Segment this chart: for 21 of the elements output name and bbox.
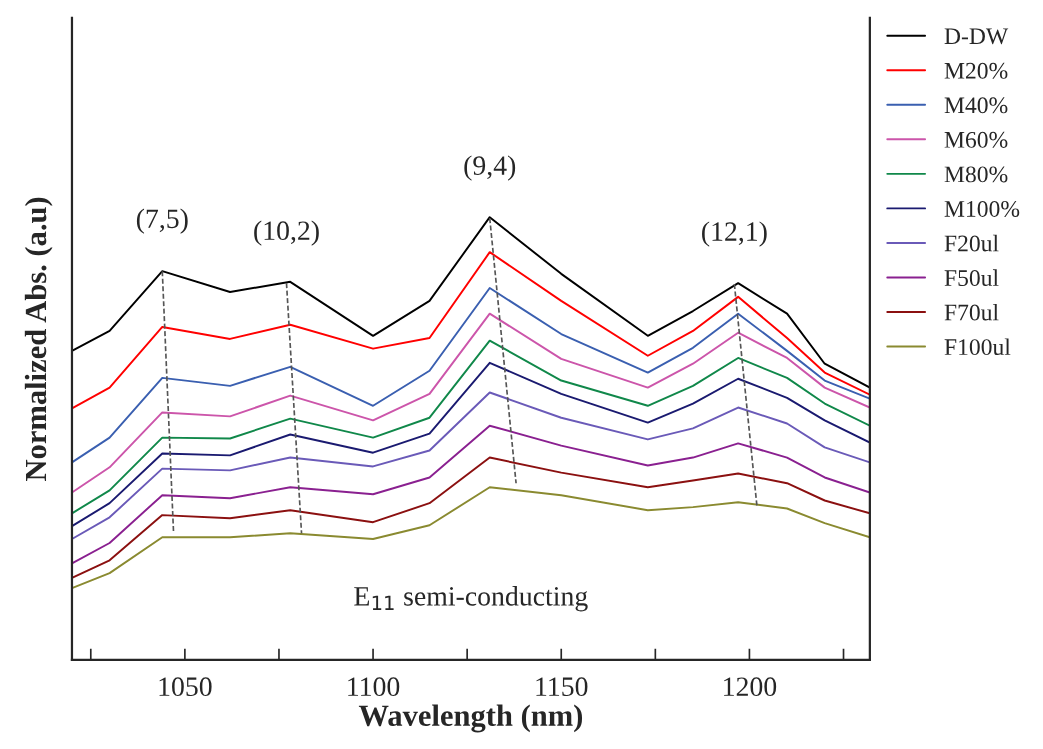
legend-label: D-DW [944, 28, 1009, 45]
x-tick-label: 1100 [348, 677, 400, 697]
annotation: (9,4) [464, 155, 516, 181]
legend-label: M60% [944, 131, 1008, 148]
legend-label: F70ul [944, 303, 999, 321]
x-tick-label: 1200 [724, 677, 777, 697]
annotation: (10,2) [254, 220, 319, 246]
legend-label: M100% [944, 200, 1020, 217]
legend-label: F100ul [944, 338, 1011, 356]
legend-label: M20% [944, 62, 1008, 79]
annotation: E$_{11}$ semi-conducting [354, 586, 588, 612]
x-axis-title: Wavelength (nm) [358, 704, 583, 733]
x-tick-label: 1050 [159, 677, 212, 697]
annotation: (12,1) [702, 221, 767, 247]
annotation: (7,5) [136, 208, 188, 234]
legend-label: F50ul [944, 269, 999, 286]
legend-label: M80% [944, 166, 1008, 183]
legend-label: M40% [944, 97, 1008, 114]
y-axis-title: Normalized Abs. (a.u) [24, 197, 53, 481]
legend-label: F20ul [944, 234, 999, 252]
x-tick-label: 1150 [536, 677, 588, 697]
